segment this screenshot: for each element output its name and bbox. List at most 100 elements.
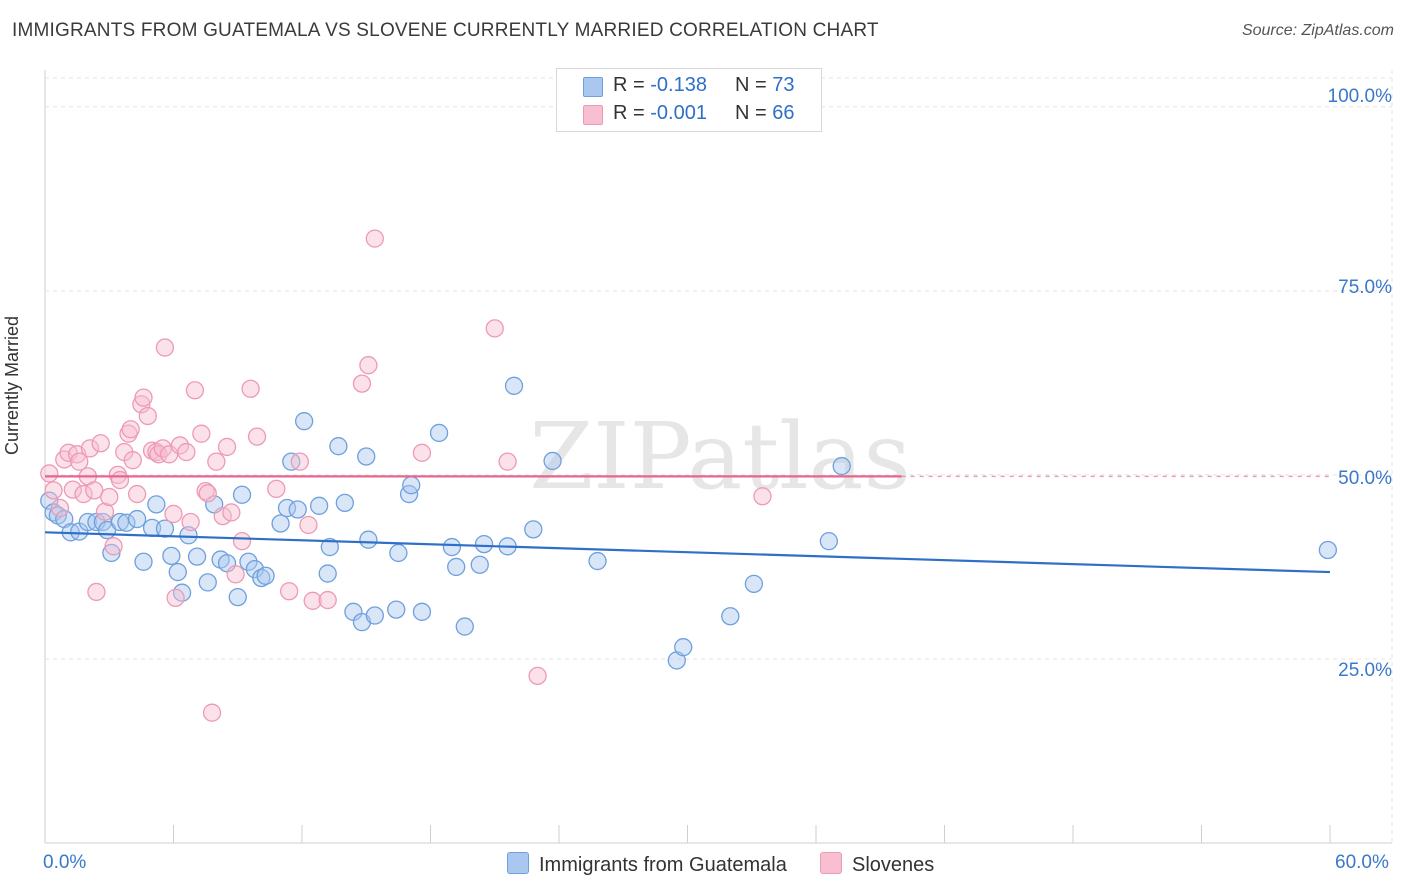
guatemala-point xyxy=(504,376,524,395)
slovene-point xyxy=(155,338,175,357)
guatemala-point xyxy=(359,530,378,549)
guatemala-point xyxy=(40,491,59,510)
guatemala-point xyxy=(832,456,851,476)
y-tick-label: 75.0% xyxy=(1338,277,1392,298)
legend-n-value: 73 xyxy=(772,74,795,96)
legend-swatch-pink xyxy=(583,105,603,125)
guatemala-point xyxy=(819,532,838,551)
slovene-point xyxy=(528,666,547,686)
slovene-point xyxy=(222,503,241,522)
guatemala-point xyxy=(402,476,421,495)
guatemala-point xyxy=(674,638,693,657)
slovene-point xyxy=(166,588,185,607)
legend-row-guatemala: R = -0.138 N = 73 xyxy=(557,72,821,100)
slovene-point xyxy=(359,356,378,375)
legend-swatch-pink xyxy=(820,852,842,874)
slovene-point xyxy=(40,464,59,483)
slovene-point xyxy=(100,487,119,507)
slovene-point xyxy=(132,395,151,414)
slovene-point xyxy=(164,504,183,524)
slovene-point xyxy=(202,703,222,722)
guatemala-point xyxy=(588,551,607,571)
slovene-point xyxy=(365,229,384,248)
slovene-point xyxy=(70,452,89,471)
slovene-point xyxy=(185,381,205,400)
slovene-point xyxy=(498,452,517,471)
guatemala-point xyxy=(429,423,449,443)
slovene-point xyxy=(290,452,310,471)
guatemala-point xyxy=(127,509,147,529)
legend-n-value: 66 xyxy=(772,102,795,124)
guatemala-point xyxy=(179,526,198,545)
legend-r-value: -0.138 xyxy=(650,74,707,96)
guatemala-point xyxy=(187,547,207,566)
guatemala-point xyxy=(1318,540,1338,560)
guatemala-point xyxy=(329,437,348,456)
guatemala-point xyxy=(744,574,764,594)
slovene-point xyxy=(80,439,100,458)
slovene-point xyxy=(753,487,772,506)
slovene-point xyxy=(485,319,504,338)
slovene-point xyxy=(50,498,70,518)
slovene-point xyxy=(352,374,372,393)
guatemala-point xyxy=(155,519,175,538)
guatemala-point xyxy=(357,447,376,466)
y-tick-label: 100.0% xyxy=(1327,86,1392,107)
bottom-legend-guatemala: Immigrants from Guatemala xyxy=(507,852,787,877)
guatemala-point xyxy=(474,534,494,554)
slovene-point xyxy=(247,427,267,446)
guatemala-point xyxy=(117,513,136,532)
legend-n: N = 73 xyxy=(735,74,795,96)
guatemala-point xyxy=(309,496,329,515)
guatemala-point xyxy=(239,552,258,571)
legend-r-value: -0.001 xyxy=(650,102,707,124)
legend-label: Immigrants from Guatemala xyxy=(539,854,787,876)
guatemala-point xyxy=(543,451,562,471)
x-tick-label-max: 60.0% xyxy=(1335,852,1389,873)
slovene-point xyxy=(123,451,142,470)
slovene-point xyxy=(318,590,337,610)
slovene-point xyxy=(217,437,237,457)
legend-swatch-blue xyxy=(583,77,603,97)
slovene-point xyxy=(104,537,123,556)
guatemala-point xyxy=(102,543,121,563)
guatemala-point xyxy=(147,495,166,514)
guatemala-point xyxy=(294,412,314,431)
guatemala-point xyxy=(232,485,252,504)
guatemala-point xyxy=(162,546,181,566)
bottom-legend-slovenes: Slovenes xyxy=(820,852,934,877)
x-tick-label-min: 0.0% xyxy=(43,852,87,873)
slovene-point xyxy=(95,502,115,521)
guatemala-point xyxy=(365,606,384,625)
slovene-point xyxy=(207,452,226,471)
guatemala-point xyxy=(228,587,247,607)
chart-title: IMMIGRANTS FROM GUATEMALA VS SLOVENE CUR… xyxy=(12,20,879,41)
slovene-point xyxy=(74,484,93,504)
slovene-point xyxy=(87,582,106,602)
legend-label: Slovenes xyxy=(852,854,935,876)
legend-n: N = 66 xyxy=(735,102,795,124)
guatemala-point xyxy=(271,514,290,533)
guatemala-point xyxy=(387,600,406,619)
guatemala-trend-line xyxy=(44,531,1331,574)
legend-row-slovenes: R = -0.001 N = 66 xyxy=(557,100,821,128)
guatemala-point xyxy=(288,500,307,519)
slovene-point xyxy=(226,565,245,584)
guatemala-point xyxy=(389,543,408,563)
slovene-point xyxy=(170,436,190,455)
slovene-point xyxy=(198,484,217,503)
correlation-legend: R = -0.138 N = 73 R = -0.001 N = 66 xyxy=(556,68,822,132)
y-tick-label: 50.0% xyxy=(1338,468,1392,489)
slovene-point xyxy=(303,591,322,610)
slovene-point xyxy=(181,512,200,532)
slovene-point xyxy=(134,388,153,407)
guatemala-point xyxy=(524,520,543,539)
slovene-point xyxy=(110,470,130,490)
guatemala-point xyxy=(412,602,432,621)
slovene-point xyxy=(177,442,196,462)
guatemala-point xyxy=(256,566,275,585)
slovene-point xyxy=(241,379,260,398)
guatemala-point xyxy=(721,607,740,626)
slovene-point xyxy=(299,515,318,535)
